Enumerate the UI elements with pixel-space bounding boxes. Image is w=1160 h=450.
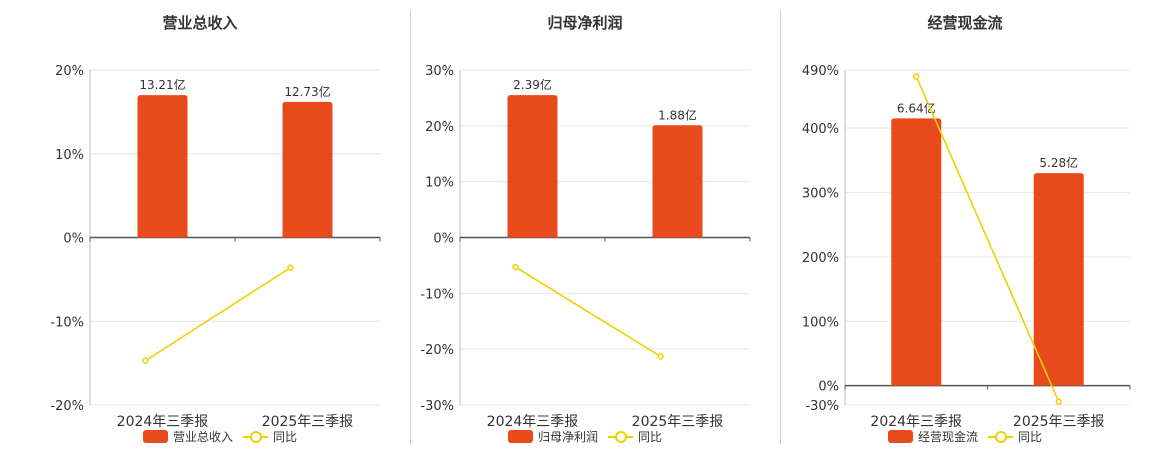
legend-line-marker-icon: [243, 430, 268, 443]
legend-item-bar[interactable]: 营业总收入: [142, 428, 233, 445]
legend-line-marker-icon: [608, 430, 633, 443]
legend-item-line[interactable]: 同比: [608, 428, 662, 445]
chart-legend: 归母净利润 同比: [390, 428, 780, 445]
x-category-label: 2025年三季报: [1013, 414, 1105, 430]
y-tick-label: 10%: [425, 176, 454, 191]
panel-divider: [410, 10, 411, 444]
x-category-label: 2024年三季报: [487, 414, 579, 430]
chart-panel-net-profit: 归母净利润 30% 20% 10% 0% -10% -20% -30% 2.39亿 1.88亿 2…: [390, 0, 780, 450]
panel-divider: [780, 10, 781, 444]
y-tick-label: -20%: [50, 399, 84, 414]
yoy-point: [287, 264, 294, 271]
y-tick-label: -20%: [420, 343, 454, 358]
legend-label: 同比: [273, 430, 298, 444]
y-tick-label: 0%: [63, 232, 84, 247]
chart-panel-cash-flow: 经营现金流 490% 400% 300% 200% 100% 0% -30% 6.64亿 5.2…: [770, 0, 1160, 450]
y-tick-label: 200%: [802, 251, 839, 266]
y-tick-label: 0%: [818, 380, 839, 395]
yoy-line: [515, 266, 661, 358]
legend-label: 归母净利润: [537, 430, 598, 444]
legend-bar-swatch: [507, 430, 533, 443]
yoy-point: [142, 357, 149, 364]
legend-label: 营业总收入: [172, 430, 233, 444]
y-tick-label: 400%: [802, 122, 839, 137]
x-category-label: 2025年三季报: [262, 414, 354, 430]
legend-line-marker-icon: [988, 430, 1013, 443]
bar-data-label: 6.64亿: [897, 100, 936, 115]
chart-revenue-svg: 20% 10% 0% -10% -20% 13.21亿 12.73亿 2024年三季报 2025…: [50, 64, 381, 430]
legend-label: 经营现金流: [917, 430, 978, 444]
x-category-label: 2025年三季报: [632, 414, 724, 430]
bar-data-label: 13.21亿: [139, 77, 185, 92]
bar-data-label: 12.73亿: [284, 84, 330, 99]
bar: [891, 118, 942, 386]
y-tick-label: 10%: [55, 148, 84, 163]
legend-item-bar[interactable]: 归母净利润: [507, 428, 598, 445]
y-tick-label: 30%: [425, 64, 454, 79]
bar-data-label: 5.28亿: [1039, 155, 1078, 170]
legend-bar-swatch: [887, 430, 913, 443]
y-tick-label: -30%: [420, 399, 454, 414]
bar: [137, 95, 188, 238]
yoy-point: [1055, 398, 1062, 406]
bar: [652, 125, 703, 238]
bar: [507, 95, 558, 238]
legend-bar-swatch: [142, 430, 168, 443]
yoy-line: [145, 266, 291, 362]
y-tick-label: -10%: [420, 287, 454, 302]
bar: [1033, 173, 1084, 386]
y-tick-label: 20%: [425, 120, 454, 135]
bar: [282, 101, 333, 238]
yoy-point: [512, 263, 519, 271]
yoy-point: [913, 73, 920, 80]
bar-data-label: 1.88亿: [658, 107, 697, 122]
y-tick-label: 300%: [802, 186, 839, 201]
y-tick-label: -10%: [50, 315, 84, 330]
yoy-line: [915, 76, 1060, 403]
chart-net-profit-svg: 30% 20% 10% 0% -10% -20% -30% 2.39亿 1.88亿 2024年三季…: [420, 64, 751, 430]
legend-item-line[interactable]: 同比: [988, 428, 1042, 445]
x-category-label: 2024年三季报: [870, 414, 962, 430]
y-tick-label: 100%: [802, 315, 839, 330]
chart-title: 营业总收入: [162, 14, 238, 32]
chart-legend: 营业总收入 同比: [20, 428, 420, 445]
chart-panel-revenue: 营业总收入 20% 10% 0% -10% -20% 13.21亿 12.73亿 2024年三…: [0, 0, 400, 450]
y-tick-label: 20%: [55, 64, 84, 79]
legend-item-bar[interactable]: 经营现金流: [887, 428, 978, 445]
chart-legend: 经营现金流 同比: [770, 428, 1160, 445]
chart-title: 归母净利润: [547, 14, 623, 32]
legend-label: 同比: [1018, 430, 1043, 444]
chart-title: 经营现金流: [927, 14, 1003, 32]
chart-cash-flow-svg: 490% 400% 300% 200% 100% 0% -30% 6.64亿 5.28亿 2024…: [802, 64, 1131, 430]
yoy-point: [657, 353, 664, 360]
legend-item-line[interactable]: 同比: [243, 428, 297, 445]
legend-label: 同比: [638, 430, 663, 444]
y-tick-label: 0%: [433, 232, 454, 247]
y-tick-label: 490%: [802, 64, 839, 79]
x-category-label: 2024年三季报: [117, 414, 209, 430]
bar-data-label: 2.39亿: [513, 77, 552, 92]
y-tick-label: -30%: [805, 399, 839, 414]
